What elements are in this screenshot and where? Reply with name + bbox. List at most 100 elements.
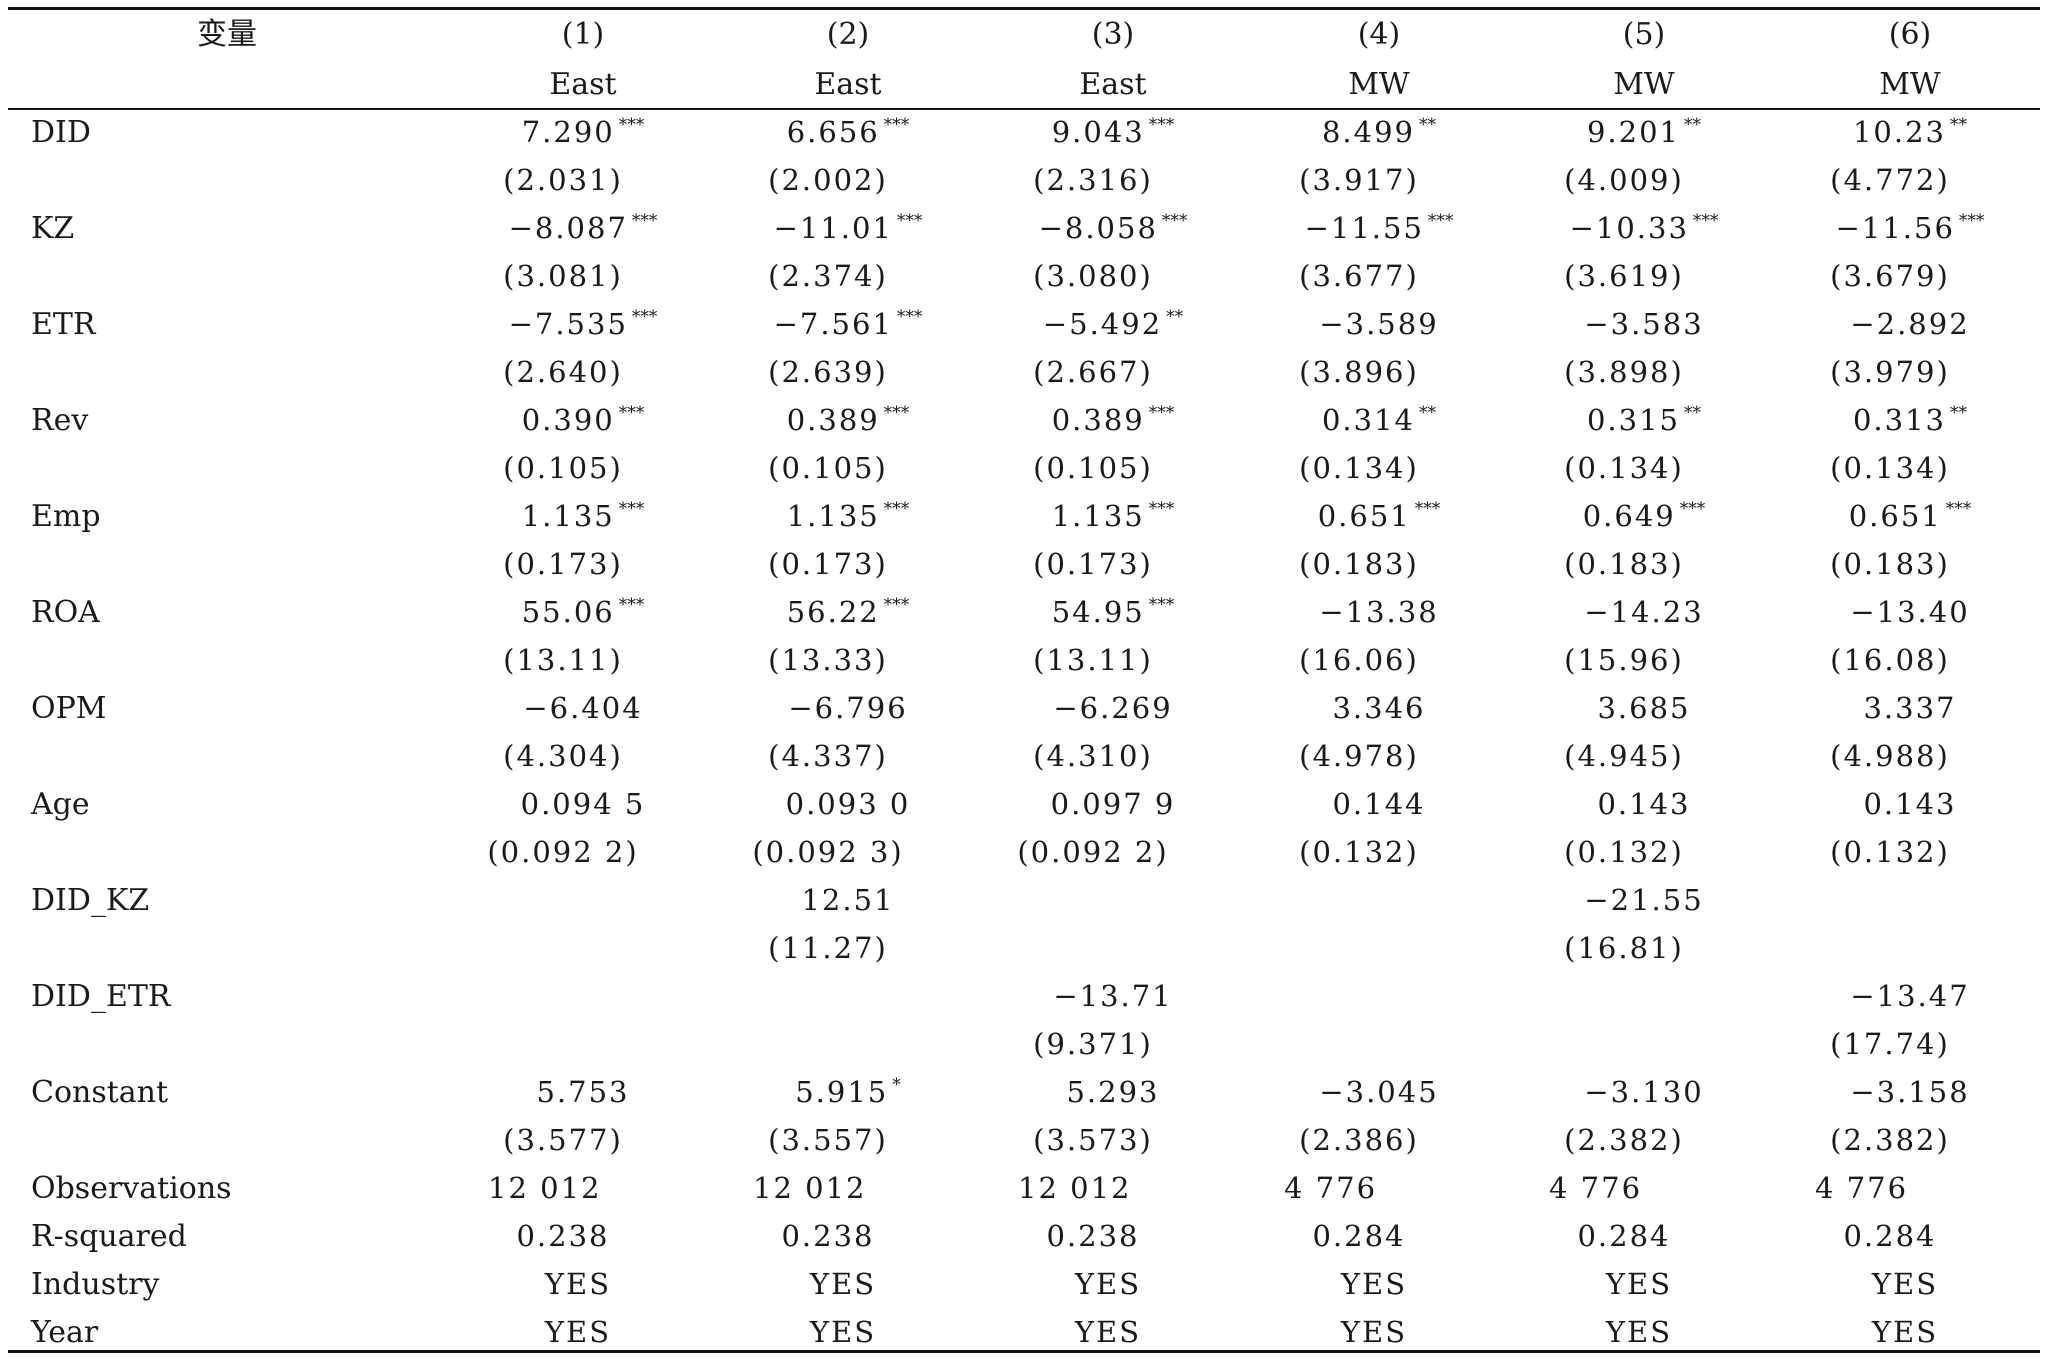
row-label-rev: Rev [31, 403, 89, 438]
significance-stars: *** [618, 595, 645, 615]
standard-error-cell: (2.639) [768, 355, 888, 389]
coefficient-cell: −10.33 *** [1569, 213, 1719, 243]
coefficient-cell: −11.55 *** [1304, 213, 1454, 243]
coefficient-value: 0.651 [1848, 499, 1942, 533]
standard-error-cell: (11.27) [768, 931, 888, 965]
standard-error-cell: (0.092 3) [752, 835, 904, 869]
significance-stars: *** [618, 403, 645, 423]
significance-stars: ** [1684, 403, 1702, 423]
standard-error-cell: (0.173) [1033, 547, 1153, 581]
standard-error-cell: (0.134) [1830, 451, 1950, 485]
coefficient-cell: −2.892 [1835, 310, 1985, 339]
variable-header: 变量 [197, 17, 257, 52]
coefficient-cell: 0.389 *** [773, 405, 923, 435]
coefficient-cell: 0.094 5 [508, 790, 658, 819]
coefficient-cell: 0.143 [1835, 790, 1985, 819]
column-number-5: (5) [1622, 17, 1666, 52]
standard-error-cell: (0.132) [1830, 835, 1950, 869]
row-label-roa: ROA [31, 595, 100, 630]
coefficient-value: −11.01 [773, 211, 893, 245]
coefficient-value: −6.404 [523, 691, 643, 725]
column-number-3: (3) [1091, 17, 1135, 52]
significance-stars: ** [1684, 115, 1702, 135]
top-rule [8, 7, 2040, 10]
coefficient-value: −3.158 [1850, 1075, 1970, 1109]
standard-error-cell: (4.978) [1299, 739, 1419, 773]
standard-error-cell: (3.896) [1299, 355, 1419, 389]
standard-error-cell: (3.081) [503, 259, 623, 293]
coefficient-cell: 9.201 ** [1569, 115, 1719, 147]
standard-error-cell: (0.092 2) [1017, 835, 1169, 869]
coefficient-value: −11.56 [1835, 211, 1955, 245]
significance-stars: *** [1161, 211, 1188, 231]
bottom-rule [8, 1350, 2040, 1353]
coefficient-value: 0.649 [1582, 499, 1676, 533]
stat-value: YES [1605, 1267, 1673, 1301]
stat-value: 12 012 [488, 1171, 602, 1205]
stat-value: 4 776 [1549, 1171, 1643, 1205]
significance-stars: *** [883, 115, 910, 135]
standard-error-cell: (4.009) [1564, 163, 1684, 197]
coefficient-cell: −6.796 [773, 694, 923, 723]
stat-value: YES [1871, 1315, 1939, 1349]
coefficient-value: 0.094 5 [520, 787, 646, 821]
standard-error-cell: (17.74) [1830, 1027, 1950, 1061]
coefficient-cell: −5.492 ** [1038, 307, 1188, 341]
stat-value: 0.284 [1577, 1219, 1671, 1253]
coefficient-value: 6.656 [786, 115, 880, 149]
standard-error-cell: (0.105) [503, 451, 623, 485]
stat-value: YES [1340, 1315, 1408, 1349]
coefficient-cell: −8.087 *** [508, 213, 658, 243]
coefficient-cell: −13.40 [1835, 598, 1985, 627]
standard-error-cell: (15.96) [1564, 643, 1684, 677]
standard-error-cell: (0.134) [1299, 451, 1419, 485]
significance-stars: *** [1148, 403, 1175, 423]
stat-value: YES [809, 1267, 877, 1301]
coefficient-value: −7.535 [508, 307, 628, 341]
standard-error-cell: (0.173) [768, 547, 888, 581]
coefficient-value: 1.135 [1051, 499, 1145, 533]
coefficient-value: −3.045 [1319, 1075, 1439, 1109]
standard-error-cell: (3.573) [1033, 1123, 1153, 1157]
coefficient-cell: 1.135 *** [508, 501, 658, 531]
coefficient-cell: 0.144 [1304, 790, 1454, 819]
significance-stars: *** [618, 115, 645, 135]
stat-value: YES [544, 1315, 612, 1349]
coefficient-value: −5.492 [1042, 307, 1163, 341]
coefficient-value: 5.753 [536, 1075, 630, 1109]
standard-error-cell: (16.81) [1564, 931, 1684, 965]
significance-stars: ** [1950, 115, 1968, 135]
column-group-1: East [549, 67, 617, 102]
coefficient-cell: −6.404 [508, 694, 658, 723]
coefficient-value: 0.314 [1321, 403, 1416, 437]
standard-error-cell: (2.002) [768, 163, 888, 197]
significance-stars: *** [883, 595, 910, 615]
coefficient-value: −21.55 [1584, 883, 1704, 917]
coefficient-value: 0.313 [1852, 403, 1947, 437]
standard-error-cell: (3.679) [1830, 259, 1950, 293]
coefficient-cell: −3.045 [1304, 1078, 1454, 1107]
coefficient-cell: 55.06 *** [508, 595, 658, 629]
standard-error-cell: (3.917) [1299, 163, 1419, 197]
coefficient-value: 55.06 [521, 595, 615, 629]
standard-error-cell: (2.382) [1830, 1123, 1950, 1157]
coefficient-value: 7.290 [521, 115, 615, 149]
column-number-4: (4) [1357, 17, 1401, 52]
standard-error-cell: (4.772) [1830, 163, 1950, 197]
stat-value: YES [1074, 1315, 1142, 1349]
coefficient-cell: 12.51 [773, 886, 923, 915]
coefficient-value: 10.23 [1852, 115, 1947, 149]
coefficient-cell: 9.043 *** [1038, 117, 1188, 147]
significance-stars: *** [1679, 499, 1706, 519]
standard-error-cell: (3.979) [1830, 355, 1950, 389]
stat-label-r-squared: R-squared [31, 1219, 187, 1254]
significance-stars: *** [1148, 499, 1175, 519]
coefficient-cell: 0.313 ** [1835, 403, 1985, 437]
standard-error-cell: (0.183) [1564, 547, 1684, 581]
column-group-3: East [1079, 67, 1147, 102]
coefficient-cell: 1.135 *** [1038, 499, 1188, 533]
coefficient-cell: 0.651 *** [1835, 499, 1985, 533]
row-label-etr: ETR [31, 307, 96, 342]
coefficient-value: −3.589 [1319, 307, 1439, 341]
